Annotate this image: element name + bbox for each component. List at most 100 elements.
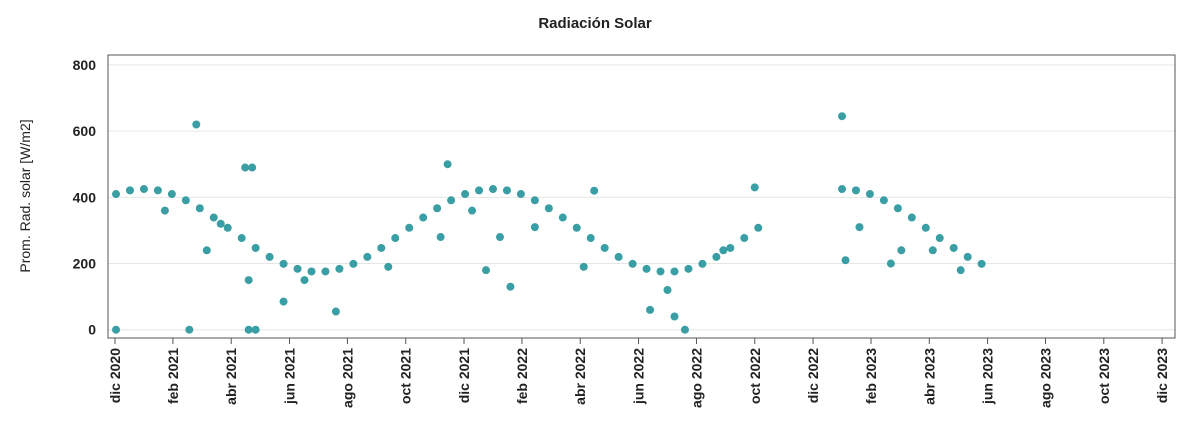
point <box>712 252 721 261</box>
point <box>956 266 965 275</box>
x-tick-label: oct 2023 <box>1096 348 1112 404</box>
x-tick-label: ago 2022 <box>688 348 704 408</box>
point <box>754 223 763 232</box>
x-tick-label: oct 2021 <box>398 348 414 404</box>
point <box>202 246 211 255</box>
point <box>391 234 400 243</box>
x-tick-label: abr 2022 <box>572 348 588 405</box>
point <box>160 206 169 215</box>
point <box>482 266 491 275</box>
y-tick-label: 200 <box>73 256 97 272</box>
point <box>300 276 309 285</box>
point <box>419 213 428 222</box>
point <box>740 234 749 243</box>
y-tick-label: 400 <box>73 189 97 205</box>
y-tick-label: 800 <box>73 57 97 73</box>
point <box>495 233 504 242</box>
point <box>363 252 372 261</box>
point <box>865 190 874 199</box>
x-tick-label: dic 2020 <box>107 348 123 403</box>
chart-title: Radiación Solar <box>538 15 652 32</box>
x-tick-label: abr 2021 <box>223 348 239 405</box>
point <box>443 160 452 169</box>
point <box>726 243 735 252</box>
point <box>928 246 937 255</box>
y-tick-label: 0 <box>88 322 96 338</box>
point <box>921 223 930 232</box>
point <box>963 252 972 261</box>
point <box>893 204 902 213</box>
point <box>377 243 386 252</box>
point <box>530 223 539 232</box>
point <box>112 325 121 334</box>
point <box>516 190 525 199</box>
point <box>185 325 194 334</box>
point <box>279 297 288 306</box>
point <box>125 186 134 195</box>
point <box>251 243 260 252</box>
point <box>447 196 456 205</box>
point <box>248 163 257 172</box>
point <box>838 112 847 121</box>
point <box>579 262 588 271</box>
point <box>684 264 693 273</box>
point <box>244 325 253 334</box>
point <box>195 204 204 213</box>
point <box>663 286 672 295</box>
point <box>977 259 986 268</box>
point <box>851 186 860 195</box>
point <box>237 234 246 243</box>
point <box>153 186 162 195</box>
point <box>335 264 344 273</box>
point <box>670 312 679 321</box>
point <box>241 163 250 172</box>
point <box>719 246 728 255</box>
point <box>349 259 358 268</box>
x-tick-label: jun 2022 <box>631 348 647 405</box>
point <box>244 276 253 285</box>
point <box>590 186 599 195</box>
x-tick-label: dic 2021 <box>456 348 472 403</box>
point <box>307 267 316 276</box>
x-tick-label: jun 2023 <box>980 348 996 405</box>
point <box>656 267 665 276</box>
point <box>680 325 689 334</box>
point <box>331 307 340 316</box>
point <box>544 204 553 213</box>
x-tick-label: dic 2022 <box>805 348 821 403</box>
x-tick-label: feb 2022 <box>514 348 530 404</box>
point <box>461 190 470 199</box>
x-tick-label: feb 2023 <box>863 348 879 404</box>
point <box>181 196 190 205</box>
point <box>251 325 260 334</box>
point <box>558 213 567 222</box>
point <box>475 186 484 195</box>
point <box>384 262 393 271</box>
point <box>855 223 864 232</box>
point <box>600 243 609 252</box>
point <box>886 259 895 268</box>
point <box>468 206 477 215</box>
point <box>614 252 623 261</box>
point <box>935 234 944 243</box>
point <box>698 259 707 268</box>
point <box>293 264 302 273</box>
point <box>167 190 176 199</box>
point <box>192 120 201 129</box>
point <box>488 185 497 194</box>
x-tick-label: jun 2021 <box>281 348 297 405</box>
point <box>279 259 288 268</box>
point <box>112 190 121 199</box>
point <box>223 223 232 232</box>
point <box>209 213 218 222</box>
point <box>433 204 442 213</box>
point <box>907 213 916 222</box>
x-tick-label: feb 2021 <box>165 348 181 404</box>
point <box>139 185 148 194</box>
point <box>879 196 888 205</box>
x-tick-label: abr 2023 <box>921 348 937 405</box>
point <box>949 243 958 252</box>
plot-frame <box>107 54 1176 339</box>
x-tick-label: oct 2022 <box>747 348 763 404</box>
